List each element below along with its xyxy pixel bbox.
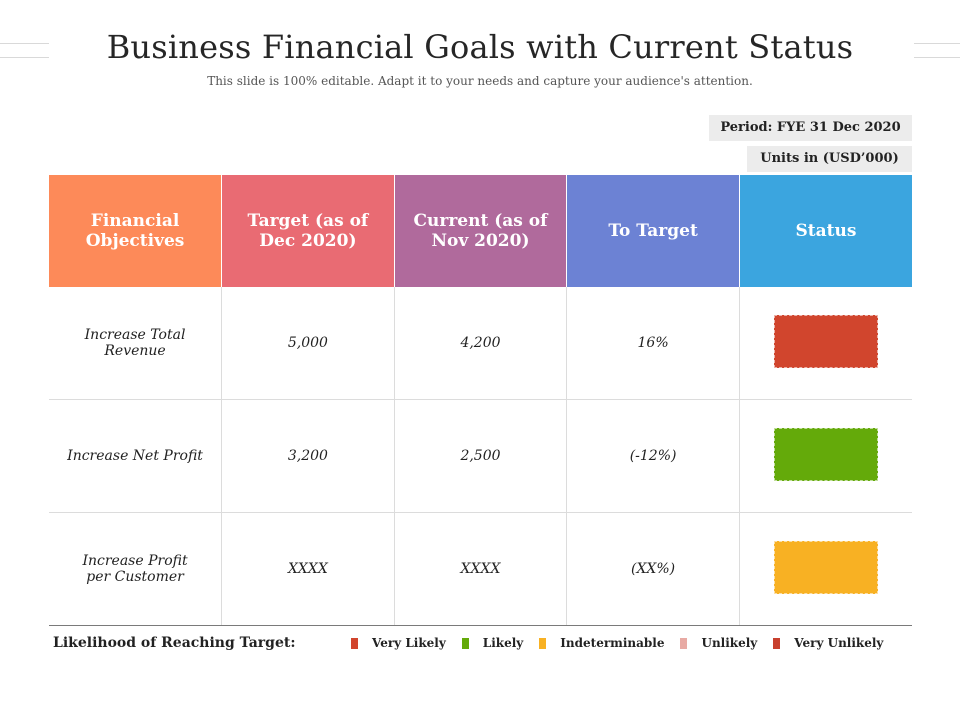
current-cell: 2,500 bbox=[394, 399, 568, 513]
current-cell: XXXX bbox=[394, 512, 568, 626]
title-rule-left-top bbox=[0, 43, 49, 44]
target-cell: XXXX bbox=[221, 512, 395, 626]
legend-item-likely: Likely bbox=[461, 636, 524, 650]
legend-items: Very Likely Likely Indeterminable Unlike… bbox=[351, 636, 899, 650]
status-cell bbox=[739, 287, 912, 400]
legend-label: Indeterminable bbox=[560, 636, 665, 650]
table-row: Increase Net Profit 3,200 2,500 (-12%) bbox=[49, 399, 912, 513]
slide-title: Business Financial Goals with Current St… bbox=[106, 28, 854, 66]
objective-cell: Increase Net Profit bbox=[49, 399, 223, 513]
status-swatch bbox=[773, 314, 878, 368]
objective-cell: Increase Total Revenue bbox=[49, 287, 223, 400]
title-rule-right-top bbox=[914, 43, 960, 44]
legend-swatch bbox=[680, 637, 688, 649]
header-target: Target (as of Dec 2020) bbox=[221, 175, 395, 287]
legend-label: Unlikely bbox=[701, 636, 758, 650]
period-box: Period: FYE 31 Dec 2020 bbox=[709, 115, 912, 141]
target-cell: 5,000 bbox=[221, 287, 395, 400]
header-current: Current (as of Nov 2020) bbox=[394, 175, 568, 287]
header-status: Status bbox=[739, 175, 912, 287]
title-rule-right-bottom bbox=[914, 57, 960, 58]
legend-label: Likely bbox=[482, 636, 524, 650]
status-cell bbox=[739, 399, 912, 513]
table-row: Increase Profit per Customer XXXX XXXX (… bbox=[49, 512, 912, 626]
status-swatch bbox=[773, 427, 878, 481]
to-target-cell: (XX%) bbox=[566, 512, 740, 626]
header-financial-objectives: Financial Objectives bbox=[49, 175, 223, 287]
title-rule-left-bottom bbox=[0, 57, 49, 58]
legend: Likelihood of Reaching Target: Very Like… bbox=[53, 635, 913, 655]
legend-title: Likelihood of Reaching Target: bbox=[53, 635, 296, 651]
legend-label: Very Likely bbox=[372, 636, 446, 650]
financial-goals-table: Financial Objectives Target (as of Dec 2… bbox=[49, 175, 912, 626]
legend-item-unlikely: Unlikely bbox=[680, 636, 757, 650]
table-header-row: Financial Objectives Target (as of Dec 2… bbox=[49, 175, 912, 287]
table-row: Increase Total Revenue 5,000 4,200 16% bbox=[49, 287, 912, 400]
status-swatch bbox=[773, 540, 878, 594]
to-target-cell: 16% bbox=[566, 287, 740, 400]
objective-cell: Increase Profit per Customer bbox=[49, 512, 223, 626]
units-box: Units in (USD’000) bbox=[747, 146, 912, 172]
to-target-cell: (-12%) bbox=[566, 399, 740, 513]
status-cell bbox=[739, 512, 912, 626]
legend-swatch bbox=[461, 637, 469, 649]
current-cell: 4,200 bbox=[394, 287, 568, 400]
legend-item-very-likely: Very Likely bbox=[351, 636, 446, 650]
legend-swatch bbox=[773, 637, 781, 649]
header-to-target: To Target bbox=[566, 175, 740, 287]
slide-subtitle: This slide is 100% editable. Adapt it to… bbox=[207, 74, 753, 88]
target-cell: 3,200 bbox=[221, 399, 395, 513]
legend-swatch bbox=[351, 637, 358, 649]
legend-item-indeterminable: Indeterminable bbox=[539, 636, 664, 650]
legend-item-very-unlikely: Very Unlikely bbox=[773, 636, 883, 650]
legend-swatch bbox=[539, 637, 547, 649]
legend-label: Very Unlikely bbox=[794, 636, 884, 650]
